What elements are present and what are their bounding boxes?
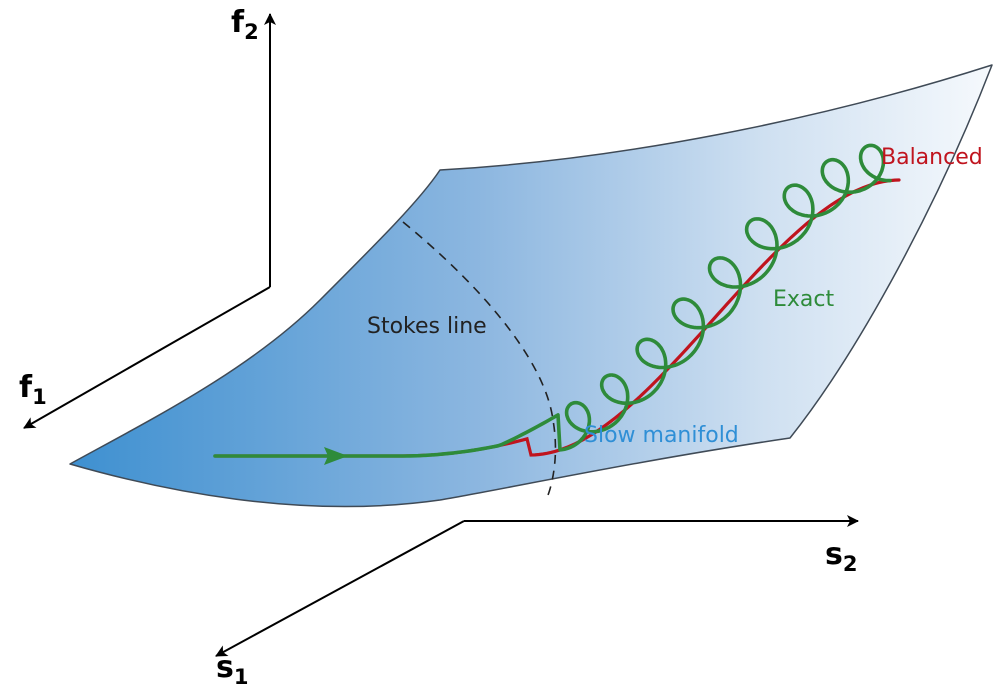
f2-label-base: f [231, 5, 245, 40]
stokes-line-label: Stokes line [367, 314, 487, 339]
s1-label-sub: 1 [233, 665, 249, 689]
slow-manifold-label: Slow manifold [584, 423, 739, 448]
s2-axis-label: s2 [825, 540, 857, 575]
exact-direction-arrow [324, 447, 348, 465]
f1-axis-label: f1 [19, 373, 47, 408]
s1-axis-label: s1 [216, 653, 248, 688]
slow-manifold-surface [69, 64, 993, 508]
f1-label-sub: 1 [32, 385, 47, 409]
s1-axis [215, 520, 465, 657]
f2-axis-label: f2 [231, 8, 259, 43]
s1-label-base: s [216, 650, 234, 685]
s2-label-sub: 2 [842, 552, 858, 576]
axes-group [23, 13, 859, 657]
stokes-line [402, 221, 557, 496]
exact-label: Exact [773, 287, 835, 312]
f1-axis [23, 286, 271, 429]
f2-label-sub: 2 [244, 20, 259, 44]
exact-curve [213, 143, 892, 458]
f1-label-base: f [19, 370, 33, 405]
s2-label-base: s [825, 537, 843, 572]
balanced-label: Balanced [881, 145, 983, 170]
